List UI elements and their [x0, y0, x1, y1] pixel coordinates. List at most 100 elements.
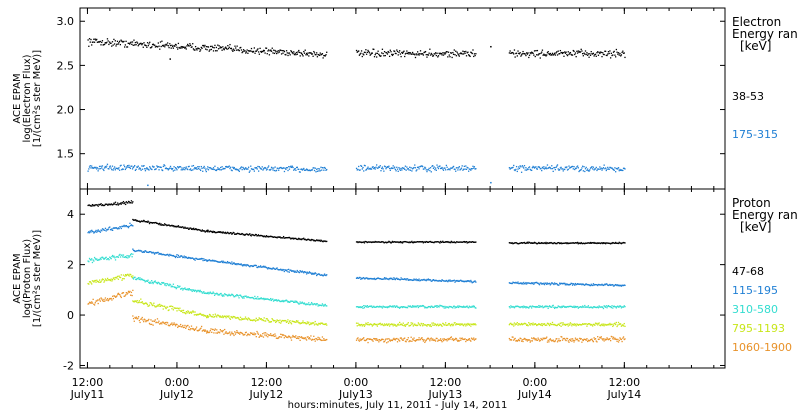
data-point: [166, 253, 169, 256]
data-point: [582, 283, 584, 285]
data-point: [624, 56, 626, 59]
data-point: [169, 167, 171, 169]
data-point: [239, 331, 242, 334]
data-point: [98, 230, 100, 232]
data-point: [464, 168, 466, 170]
data-point: [556, 165, 558, 167]
data-point: [265, 335, 267, 337]
data-point: [180, 310, 183, 312]
data-point: [612, 324, 615, 326]
data-point: [123, 40, 125, 43]
data-point: [360, 339, 362, 342]
data-point: [224, 167, 226, 170]
data-point: [136, 219, 138, 222]
data-point: [392, 241, 394, 243]
data-point: [564, 324, 567, 326]
data-point: [325, 274, 327, 277]
data-point: [520, 242, 523, 244]
data-point: [607, 284, 610, 287]
data-point: [386, 166, 389, 168]
data-point: [302, 337, 304, 339]
data-point: [99, 230, 101, 232]
data-point: [174, 255, 176, 258]
data-point: [277, 236, 279, 238]
data-point: [361, 241, 363, 244]
data-point: [404, 306, 406, 308]
data-point: [101, 41, 103, 44]
data-point: [218, 294, 221, 296]
data-point: [253, 319, 255, 321]
data-point: [400, 277, 402, 279]
data-point: [307, 336, 309, 338]
data-point: [192, 289, 194, 291]
data-point: [161, 305, 164, 307]
data-point: [599, 51, 602, 53]
data-point: [235, 263, 237, 265]
data-point: [386, 242, 388, 244]
data-point: [231, 331, 233, 333]
data-point: [529, 168, 531, 171]
data-point: [215, 50, 217, 52]
data-point: [120, 296, 122, 299]
data-point: [359, 241, 361, 243]
data-point: [456, 339, 458, 341]
data-point: [183, 326, 185, 328]
data-point: [151, 320, 154, 322]
data-point: [380, 241, 382, 243]
data-point: [106, 299, 108, 301]
data-point: [438, 279, 440, 282]
data-point: [124, 256, 126, 258]
data-point: [164, 321, 167, 324]
data-point: [282, 334, 284, 337]
data-point: [568, 165, 570, 167]
data-point: [115, 45, 117, 47]
data-point: [433, 53, 435, 55]
data-point: [362, 277, 364, 279]
data-point: [407, 279, 409, 281]
data-point: [255, 50, 257, 52]
data-point: [605, 338, 607, 341]
data-point: [401, 339, 404, 341]
data-point: [200, 257, 203, 260]
data-point: [259, 297, 262, 299]
data-point: [545, 324, 547, 326]
data-point: [601, 169, 603, 171]
data-point: [250, 332, 252, 335]
data-point: [178, 226, 180, 228]
data-point: [229, 334, 232, 336]
data-point: [223, 167, 225, 170]
data-point: [192, 48, 195, 50]
data-point: [205, 315, 207, 317]
data-point: [229, 43, 231, 46]
data-point: [556, 284, 559, 286]
data-point: [599, 166, 601, 168]
data-point: [185, 313, 187, 315]
data-point: [457, 323, 460, 325]
data-point: [421, 337, 423, 339]
data-point: [142, 165, 144, 167]
data-point: [414, 164, 416, 166]
data-point: [622, 336, 625, 338]
data-point: [144, 44, 146, 46]
data-point: [620, 323, 622, 325]
data-point: [448, 337, 450, 340]
data-point: [385, 277, 387, 279]
data-point: [363, 241, 365, 243]
data-point: [176, 310, 178, 312]
data-point: [248, 334, 250, 336]
data-point: [554, 242, 557, 245]
data-point: [187, 228, 190, 230]
data-point: [385, 51, 387, 54]
data-point: [429, 167, 432, 169]
data-point: [623, 284, 625, 286]
data-point: [451, 167, 453, 169]
data-point: [450, 52, 453, 54]
data-point: [543, 323, 546, 325]
data-point: [179, 325, 181, 327]
data-point: [112, 44, 114, 46]
data-point: [139, 167, 141, 169]
data-point: [573, 341, 575, 343]
data-point: [316, 56, 319, 58]
data-point: [298, 322, 300, 324]
data-point: [320, 304, 322, 306]
